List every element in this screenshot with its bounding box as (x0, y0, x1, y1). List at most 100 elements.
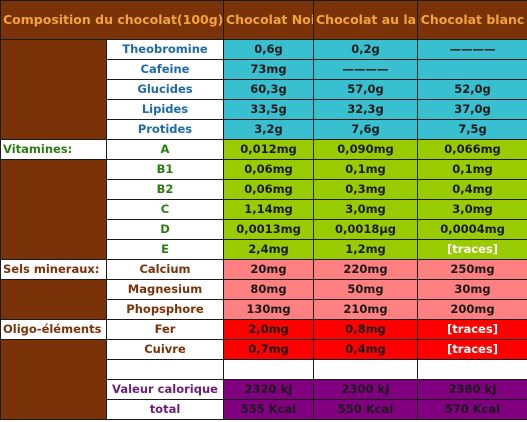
value-lait: 0,8mg (313, 319, 418, 340)
empty-cell (106, 359, 224, 380)
value-noir: 2,4mg (223, 239, 314, 260)
value-lait: 32,3g (313, 99, 418, 120)
row-label: Theobromine (106, 39, 224, 60)
value-lait: 0,090mg (313, 139, 418, 160)
empty-cell (417, 359, 527, 380)
table-row: total 555 Kcal 550 Kcal 570 Kcal (1, 399, 527, 420)
value-noir: 1,14mg (223, 199, 314, 220)
value-noir: 20mg (223, 259, 314, 280)
row-label: Calcium (106, 259, 224, 280)
empty-cell (223, 359, 314, 380)
row-label: A (106, 139, 224, 160)
value-blanc: 0,4mg (417, 179, 527, 200)
table-row: C 1,14mg 3,0mg 3,0mg (1, 199, 527, 220)
value-lait: 0,3mg (313, 179, 418, 200)
table-row: Sels mineraux: Calcium 20mg 220mg 250mg (0, 259, 527, 280)
value-lait: 0,2g (313, 39, 418, 60)
value-blanc: [traces] (417, 319, 527, 340)
table-row: Lipides 33,5g 32,3g 37,0g (1, 99, 527, 120)
row-label: Cafeine (106, 59, 224, 80)
group-cell-sels (0, 279, 107, 320)
row-label: Cuivre (106, 339, 224, 360)
row-label: B2 (106, 179, 224, 200)
row-label: Lipides (106, 99, 224, 120)
value-blanc: 52,0g (417, 79, 527, 100)
table-row: Protides 3,2g 7,6g 7,5g (1, 119, 527, 140)
value-noir: 555 Kcal (223, 399, 314, 420)
value-noir: 130mg (223, 299, 314, 320)
row-label: Phopsphore (106, 299, 224, 320)
value-blanc: 0,0004mg (417, 219, 527, 240)
value-blanc: 200mg (417, 299, 527, 320)
row-label: E (106, 239, 224, 260)
group-label-vitamines: Vitamines: (0, 139, 107, 160)
value-noir: 2,0mg (223, 319, 314, 340)
row-label: C (106, 199, 224, 220)
value-noir: 33,5g (223, 99, 314, 120)
table-row: Vitamines: A 0,012mg 0,090mg 0,066mg (0, 139, 527, 160)
value-noir: 0,012mg (223, 139, 314, 160)
column-header-lait: Chocolat au lait (313, 0, 418, 40)
value-blanc: 2380 kJ (417, 379, 527, 400)
table-row: Phopsphore 130mg 210mg 200mg (1, 299, 527, 320)
value-lait: 3,0mg (313, 199, 418, 220)
value-noir: 80mg (223, 279, 314, 300)
table-row: D 0,0013mg 0,0018µg 0,0004mg (1, 219, 527, 240)
value-lait: ———— (313, 59, 418, 80)
table-row: Oligo-éléments Fer 2,0mg 0,8mg [traces] (0, 319, 527, 340)
row-label: Protides (106, 119, 224, 140)
empty-row (1, 359, 527, 380)
value-noir: 0,0013mg (223, 219, 314, 240)
group-label-sels: Sels mineraux: (0, 259, 107, 280)
value-lait: 7,6g (313, 119, 418, 140)
value-blanc: 3,0mg (417, 199, 527, 220)
table-row: Cuivre 0,7mg 0,4mg [traces] (0, 339, 527, 420)
value-lait: 50mg (313, 279, 418, 300)
table-row: Cafeine 73mg ———— (1, 59, 527, 80)
table-row: E 2,4mg 1,2mg [traces] (1, 239, 527, 260)
value-noir: 0,06mg (223, 179, 314, 200)
value-noir: 60,3g (223, 79, 314, 100)
group-cell-oligo (0, 339, 107, 420)
value-noir: 73mg (223, 59, 314, 80)
group-label-oligo: Oligo-éléments (0, 319, 107, 340)
value-lait: 57,0g (313, 79, 418, 100)
value-blanc: [traces] (417, 339, 527, 360)
row-label: Magnesium (106, 279, 224, 300)
value-blanc: 37,0g (417, 99, 527, 120)
value-blanc: 7,5g (417, 119, 527, 140)
empty-cell (313, 359, 418, 380)
value-lait: 210mg (313, 299, 418, 320)
value-noir: 2320 kJ (223, 379, 314, 400)
column-header-blanc: Chocolat blanc (417, 0, 527, 40)
value-lait: 550 Kcal (313, 399, 418, 420)
row-label: Fer (106, 319, 224, 340)
row-label: Glucides (106, 79, 224, 100)
row-label: B1 (106, 159, 224, 180)
value-noir: 0,06mg (223, 159, 314, 180)
table-row: B2 0,06mg 0,3mg 0,4mg (1, 179, 527, 200)
column-header-noir: Chocolat Noir (223, 0, 314, 40)
value-lait: 0,1mg (313, 159, 418, 180)
group-cell-macros (0, 39, 107, 140)
value-lait: 0,0018µg (313, 219, 418, 240)
table-row: Theobromine 0,6g 0,2g ———— (0, 39, 527, 140)
header-row: Composition du chocolat(100g) Chocolat N… (0, 0, 527, 40)
table-row: Magnesium 80mg 50mg 30mg (0, 279, 527, 320)
row-label: Valeur calorique (106, 379, 224, 400)
value-blanc: ———— (417, 39, 527, 60)
value-blanc (417, 59, 527, 80)
value-lait: 220mg (313, 259, 418, 280)
group-cell-vitamines (0, 159, 107, 260)
row-label: total (106, 399, 224, 420)
table-title: Composition du chocolat(100g) (0, 0, 224, 40)
value-blanc: [traces] (417, 239, 527, 260)
table-row: B1 0,06mg 0,1mg 0,1mg (0, 159, 527, 260)
value-blanc: 30mg (417, 279, 527, 300)
value-blanc: 250mg (417, 259, 527, 280)
value-blanc: 570 Kcal (417, 399, 527, 420)
value-lait: 1,2mg (313, 239, 418, 260)
value-noir: 0,6g (223, 39, 314, 60)
table-row: Valeur calorique 2320 kJ 2300 kJ 2380 kJ (1, 379, 527, 400)
